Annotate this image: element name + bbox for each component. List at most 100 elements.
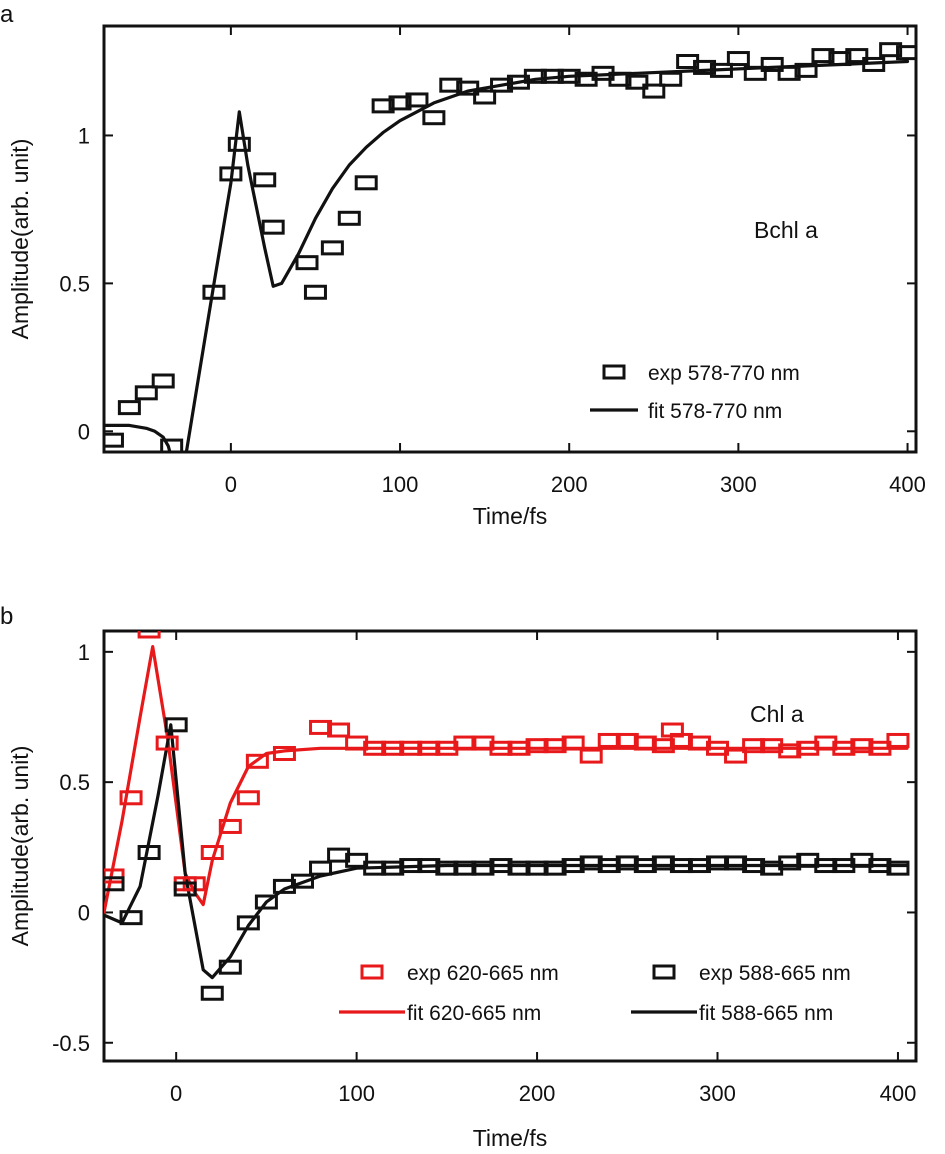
data-point: [561, 858, 585, 874]
data-point: [742, 738, 766, 754]
data-point: [327, 722, 351, 738]
chart-panel-b: b 0 100 200 300 400 -0.5 0 0.5 1 Time/fs Amplitude(…: [0, 603, 918, 1151]
data-point: [388, 95, 412, 111]
data-point: [896, 45, 916, 61]
data-point: [309, 719, 333, 735]
data-point: [811, 48, 835, 64]
data-point: [845, 48, 869, 64]
plot-area: [104, 42, 916, 452]
data-point: [345, 852, 369, 868]
y-tick-label: -0.5: [52, 1031, 90, 1056]
data-point: [706, 740, 730, 756]
data-point: [104, 432, 124, 448]
data-point: [814, 858, 838, 874]
data-point: [272, 745, 296, 761]
x-axis-title: Time/fs: [473, 503, 548, 529]
data-point: [625, 74, 649, 90]
data-point: [119, 790, 143, 806]
data-point: [669, 732, 693, 748]
x-tick-label: 200: [551, 472, 588, 497]
chart-annotation: Bchl a: [754, 217, 818, 243]
data-point: [399, 858, 423, 874]
plot-frame: [102, 629, 918, 1063]
data-point: [742, 858, 766, 874]
data-point: [886, 860, 910, 876]
data-point: [261, 219, 285, 235]
data-point: [525, 738, 549, 754]
x-tick-label: 200: [519, 1081, 556, 1106]
data-point: [381, 860, 405, 876]
data-point: [337, 210, 361, 226]
data-point: [371, 98, 395, 114]
series-line: [104, 723, 909, 980]
series-line: [104, 59, 910, 452]
chart-annotation: Chl a: [750, 701, 804, 727]
data-point: [651, 855, 675, 871]
data-point: [868, 858, 892, 874]
x-tick-label: 0: [225, 472, 237, 497]
data-point: [850, 738, 874, 754]
data-point: [471, 860, 495, 876]
data-point: [354, 175, 378, 191]
data-point: [543, 738, 567, 754]
panel-label: a: [0, 1, 14, 28]
chart-panel-a: a 0 100 200 300 400 0 0.5 1 Time/fs Amplitude(arb.…: [0, 1, 926, 529]
data-point: [507, 740, 531, 756]
data-point: [137, 631, 161, 639]
data-point: [778, 743, 802, 759]
data-point: [489, 858, 513, 874]
data-point: [117, 400, 141, 416]
data-point: [778, 855, 802, 871]
y-axis-title: Amplitude(arb. unit): [7, 746, 33, 947]
x-tick-label: 100: [338, 1081, 375, 1106]
data-point: [453, 860, 477, 876]
data-point: [608, 71, 632, 87]
data-point: [669, 858, 693, 874]
data-point: [726, 51, 750, 67]
data-point: [777, 65, 801, 81]
data-point: [633, 858, 657, 874]
data-point: [456, 80, 480, 96]
legend-label: exp 588-665 nm: [699, 962, 851, 985]
data-point: [227, 136, 251, 152]
legend-marker: [602, 364, 626, 380]
data-point: [363, 740, 387, 756]
data-point: [173, 881, 197, 897]
data-point: [200, 985, 224, 1001]
data-point: [597, 732, 621, 748]
series-line: [104, 644, 909, 915]
y-tick-label: 0: [78, 900, 90, 925]
data-point: [724, 748, 748, 764]
data-point: [254, 894, 278, 910]
data-point: [253, 172, 277, 188]
data-point: [794, 62, 818, 78]
data-point: [507, 860, 531, 876]
data-point: [399, 740, 423, 756]
x-tick-label: 400: [889, 472, 926, 497]
x-tick-label: 0: [170, 1081, 182, 1106]
data-point: [490, 77, 514, 93]
data-point: [543, 860, 567, 876]
data-point: [164, 717, 188, 733]
data-point: [453, 735, 477, 751]
data-point: [706, 855, 730, 871]
data-point: [633, 735, 657, 751]
x-tick-label: 400: [880, 1081, 917, 1106]
data-point: [693, 59, 717, 75]
data-point: [381, 740, 405, 756]
y-axis-title: Amplitude(arb. unit): [7, 139, 33, 340]
data-point: [236, 915, 260, 931]
y-tick-label: 1: [78, 640, 90, 665]
data-point: [540, 68, 564, 84]
data-point: [615, 732, 639, 748]
data-point: [104, 868, 125, 884]
data-point: [561, 735, 585, 751]
legend-label: exp 578-770 nm: [648, 362, 800, 385]
data-point: [525, 860, 549, 876]
data-point: [439, 77, 463, 93]
data-point: [579, 855, 603, 871]
data-point: [245, 753, 269, 769]
data-point: [489, 740, 513, 756]
data-point: [119, 910, 143, 926]
